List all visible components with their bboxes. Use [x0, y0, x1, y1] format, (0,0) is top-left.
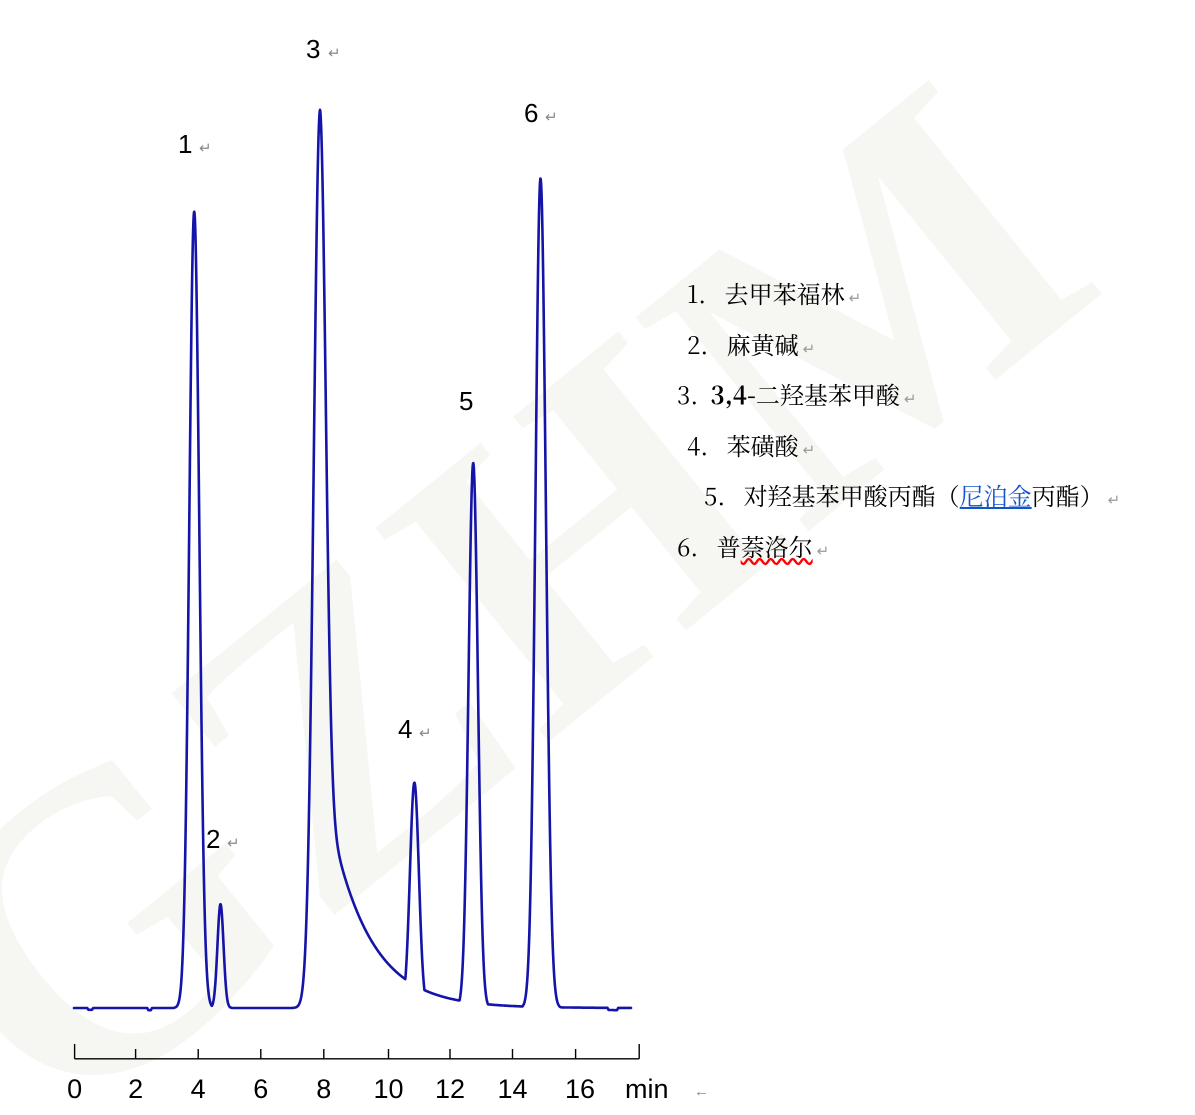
- svg-text:6: 6: [524, 98, 538, 128]
- svg-text:5: 5: [459, 386, 473, 416]
- svg-text:2: 2: [206, 824, 220, 854]
- svg-text:↵: ↵: [419, 725, 432, 742]
- svg-text:1: 1: [178, 129, 192, 159]
- svg-text:16: 16: [565, 1074, 595, 1104]
- svg-text:↵: ↵: [227, 835, 240, 852]
- svg-text:4: 4: [398, 714, 412, 744]
- svg-text:2: 2: [128, 1074, 143, 1104]
- svg-text:14: 14: [497, 1074, 527, 1104]
- svg-text:↵: ↵: [199, 140, 212, 157]
- svg-text:3: 3: [306, 34, 320, 64]
- svg-text:0: 0: [67, 1074, 82, 1104]
- svg-text:12: 12: [435, 1074, 465, 1104]
- svg-text:←: ←: [694, 1083, 709, 1100]
- svg-text:6: 6: [253, 1074, 268, 1104]
- svg-text:8: 8: [316, 1074, 331, 1104]
- svg-text:↵: ↵: [545, 109, 558, 126]
- svg-text:4: 4: [191, 1074, 206, 1104]
- svg-text:↵: ↵: [328, 45, 341, 62]
- svg-text:10: 10: [373, 1074, 403, 1104]
- svg-text:min: min: [625, 1074, 669, 1104]
